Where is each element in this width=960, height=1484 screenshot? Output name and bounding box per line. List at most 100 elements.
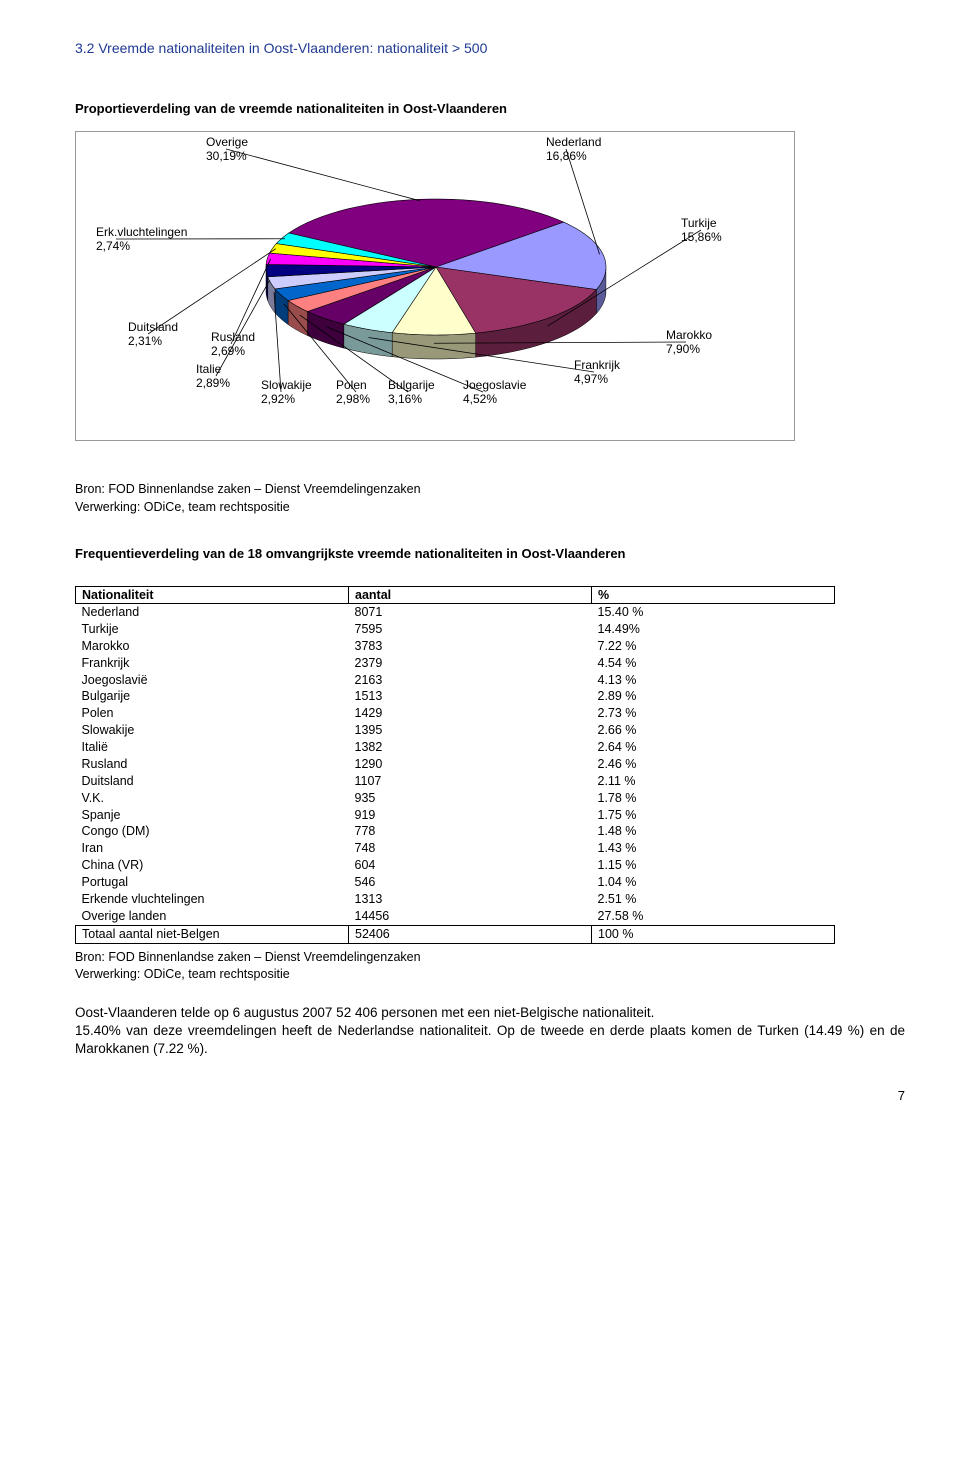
cell-pct: 2.51 % xyxy=(592,891,835,908)
cell-pct: 2.73 % xyxy=(592,705,835,722)
cell-pct: 2.66 % xyxy=(592,722,835,739)
frequency-title: Frequentieverdeling van de 18 omvangrijk… xyxy=(75,546,905,561)
cell-nat: Bulgarije xyxy=(76,688,349,705)
cell-aantal: 1382 xyxy=(349,739,592,756)
cell-nat: Polen xyxy=(76,705,349,722)
cell-nat: Italië xyxy=(76,739,349,756)
table-header: Nationaliteit xyxy=(76,587,349,604)
cell-pct: 4.54 % xyxy=(592,655,835,672)
cell-aantal: 1107 xyxy=(349,773,592,790)
table-row: Congo (DM) 778 1.48 % xyxy=(76,823,835,840)
table-row: Rusland 1290 2.46 % xyxy=(76,756,835,773)
pie-slice-label: Erk.vluchtelingen2,74% xyxy=(96,225,187,254)
cell-pct: 1.78 % xyxy=(592,790,835,807)
table-row: Duitsland 1107 2.11 % xyxy=(76,773,835,790)
cell-nat: Rusland xyxy=(76,756,349,773)
source-line: Verwerking: ODiCe, team rechtspositie xyxy=(75,966,905,984)
frequency-table: Nationaliteit aantal % Nederland 8071 15… xyxy=(75,586,835,944)
body-paragraph: 15.40% van deze vreemdelingen heeft de N… xyxy=(75,1022,905,1058)
section-title: 3.2 Vreemde nationaliteiten in Oost-Vlaa… xyxy=(75,40,905,56)
cell-nat: Frankrijk xyxy=(76,655,349,672)
table-row: Joegoslavië 2163 4.13 % xyxy=(76,672,835,689)
cell-nat: Spanje xyxy=(76,807,349,824)
cell-aantal: 14456 xyxy=(349,908,592,925)
cell-nat: V.K. xyxy=(76,790,349,807)
table-row: Overige landen 14456 27.58 % xyxy=(76,908,835,925)
cell-nat: Nederland xyxy=(76,604,349,621)
pie-slice-label: Nederland16,86% xyxy=(546,135,601,164)
cell-pct: 4.13 % xyxy=(592,672,835,689)
table-row: Marokko 3783 7.22 % xyxy=(76,638,835,655)
table-header: aantal xyxy=(349,587,592,604)
pie-slice-label: Polen2,98% xyxy=(336,378,370,407)
cell-pct: 7.22 % xyxy=(592,638,835,655)
table-row: Italië 1382 2.64 % xyxy=(76,739,835,756)
cell-pct: 1.15 % xyxy=(592,857,835,874)
cell-aantal: 52406 xyxy=(349,925,592,943)
cell-nat: Iran xyxy=(76,840,349,857)
pie-slice-label: Rusland2,69% xyxy=(211,330,255,359)
pie-slice-label: Frankrijk4,97% xyxy=(574,358,620,387)
cell-nat: Joegoslavië xyxy=(76,672,349,689)
cell-aantal: 1429 xyxy=(349,705,592,722)
table-row: Iran 748 1.43 % xyxy=(76,840,835,857)
cell-pct: 1.04 % xyxy=(592,874,835,891)
cell-nat: Marokko xyxy=(76,638,349,655)
cell-aantal: 1395 xyxy=(349,722,592,739)
cell-aantal: 7595 xyxy=(349,621,592,638)
pie-slice-label: Bulgarije3,16% xyxy=(388,378,435,407)
table-row: Turkije 7595 14.49% xyxy=(76,621,835,638)
pie-slice-label: Overige30,19% xyxy=(206,135,248,164)
table-row: Erkende vluchtelingen 1313 2.51 % xyxy=(76,891,835,908)
source-block-1: Bron: FOD Binnenlandse zaken – Dienst Vr… xyxy=(75,481,905,516)
cell-aantal: 546 xyxy=(349,874,592,891)
cell-nat: Overige landen xyxy=(76,908,349,925)
pie-slice-label: Joegoslavie4,52% xyxy=(463,378,526,407)
chart-title: Proportieverdeling van de vreemde nation… xyxy=(75,101,905,116)
table-row: Spanje 919 1.75 % xyxy=(76,807,835,824)
table-row: China (VR) 604 1.15 % xyxy=(76,857,835,874)
cell-pct: 2.46 % xyxy=(592,756,835,773)
pie-chart: Overige30,19% Nederland16,86% Turkije15,86… xyxy=(75,131,795,441)
source-line: Bron: FOD Binnenlandse zaken – Dienst Vr… xyxy=(75,481,905,499)
cell-pct: 27.58 % xyxy=(592,908,835,925)
cell-nat: Duitsland xyxy=(76,773,349,790)
cell-aantal: 2163 xyxy=(349,672,592,689)
pie-slice-label: Duitsland2,31% xyxy=(128,320,178,349)
page-number: 7 xyxy=(75,1088,905,1103)
cell-aantal: 935 xyxy=(349,790,592,807)
table-header: % xyxy=(592,587,835,604)
cell-nat: China (VR) xyxy=(76,857,349,874)
source-line: Verwerking: ODiCe, team rechtspositie xyxy=(75,499,905,517)
cell-nat: Slowakije xyxy=(76,722,349,739)
cell-pct: 14.49% xyxy=(592,621,835,638)
cell-pct: 2.11 % xyxy=(592,773,835,790)
cell-pct: 1.48 % xyxy=(592,823,835,840)
cell-nat: Portugal xyxy=(76,874,349,891)
pie-slice-label: Italie2,89% xyxy=(196,362,230,391)
cell-aantal: 1313 xyxy=(349,891,592,908)
table-row: Frankrijk 2379 4.54 % xyxy=(76,655,835,672)
cell-aantal: 1290 xyxy=(349,756,592,773)
cell-pct: 1.43 % xyxy=(592,840,835,857)
table-row: Bulgarije 1513 2.89 % xyxy=(76,688,835,705)
table-total-row: Totaal aantal niet-Belgen 52406 100 % xyxy=(76,925,835,943)
table-row: Portugal 546 1.04 % xyxy=(76,874,835,891)
cell-aantal: 748 xyxy=(349,840,592,857)
body-paragraph: Oost-Vlaanderen telde op 6 augustus 2007… xyxy=(75,1004,905,1022)
cell-aantal: 3783 xyxy=(349,638,592,655)
cell-nat: Totaal aantal niet-Belgen xyxy=(76,925,349,943)
cell-pct: 100 % xyxy=(592,925,835,943)
source-line: Bron: FOD Binnenlandse zaken – Dienst Vr… xyxy=(75,949,905,967)
cell-pct: 15.40 % xyxy=(592,604,835,621)
cell-aantal: 2379 xyxy=(349,655,592,672)
cell-nat: Turkije xyxy=(76,621,349,638)
source-block-2: Bron: FOD Binnenlandse zaken – Dienst Vr… xyxy=(75,949,905,984)
cell-pct: 2.89 % xyxy=(592,688,835,705)
cell-nat: Erkende vluchtelingen xyxy=(76,891,349,908)
table-row: Polen 1429 2.73 % xyxy=(76,705,835,722)
cell-aantal: 919 xyxy=(349,807,592,824)
cell-aantal: 8071 xyxy=(349,604,592,621)
pie-slice-label: Turkije15,86% xyxy=(681,216,722,245)
cell-pct: 2.64 % xyxy=(592,739,835,756)
